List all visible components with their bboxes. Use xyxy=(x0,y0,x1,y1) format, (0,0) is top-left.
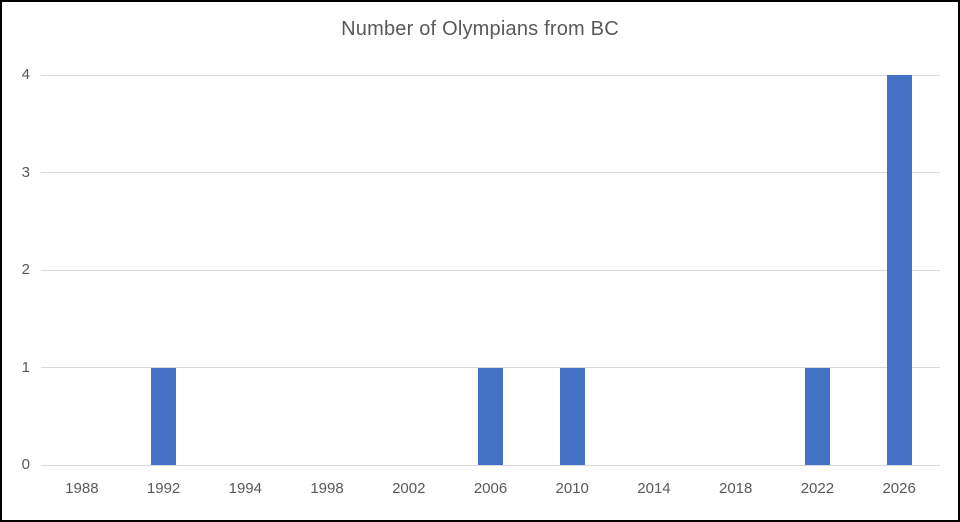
y-tick-label-0: 0 xyxy=(21,456,30,473)
x-tick-label-1994: 1994 xyxy=(228,480,262,497)
x-tick-label-1992: 1992 xyxy=(146,480,181,497)
x-tick-label-2018: 2018 xyxy=(718,480,753,497)
plot-area xyxy=(41,74,940,466)
gridline-y-0 xyxy=(41,464,940,466)
bar-2022 xyxy=(804,367,830,465)
gridline-y-2 xyxy=(41,269,940,271)
y-tick-label-4: 4 xyxy=(21,66,30,83)
x-tick-label-2014: 2014 xyxy=(637,480,671,497)
bar-2010 xyxy=(559,367,585,465)
gridline-y-4 xyxy=(41,74,940,76)
bar-2006 xyxy=(478,367,503,465)
x-tick-label-2022: 2022 xyxy=(800,480,835,497)
chart-title: Number of Olympians from BC xyxy=(341,18,619,40)
bar-2026 xyxy=(886,75,912,465)
gridline-y-3 xyxy=(41,172,940,173)
x-tick-label-2002: 2002 xyxy=(392,480,426,497)
x-tick-label-2006: 2006 xyxy=(473,480,508,497)
bar-1992 xyxy=(151,367,177,465)
y-tick-label-1: 1 xyxy=(21,358,30,376)
y-tick-label-3: 3 xyxy=(21,163,30,181)
x-tick-label-1998: 1998 xyxy=(310,480,344,497)
x-tick-label-2010: 2010 xyxy=(555,480,589,497)
x-tick-label-2026: 2026 xyxy=(882,480,916,497)
x-tick-label-1988: 1988 xyxy=(65,480,99,497)
y-tick-label-2: 2 xyxy=(21,261,30,278)
